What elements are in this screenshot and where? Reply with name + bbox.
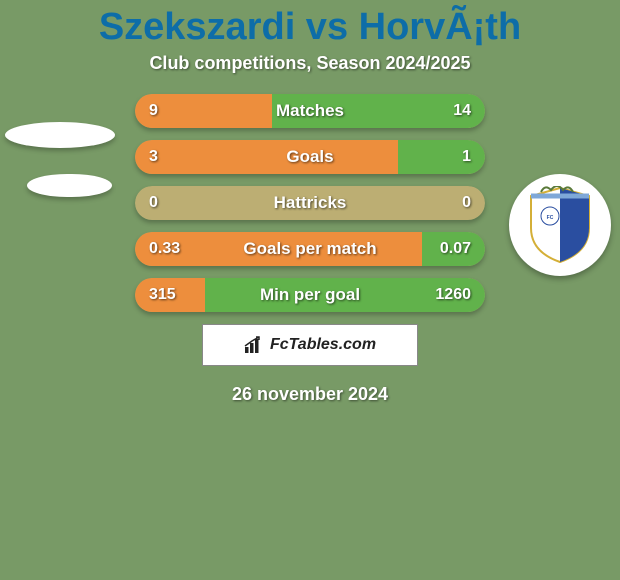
ellipse-icon (27, 174, 112, 197)
stat-row: Min per goal315 1260 (135, 278, 485, 312)
stats-area: FC Matches9 14 Goals3 1 Hattricks0 0 Goals per… (0, 94, 620, 312)
stat-value-left: 3 (149, 148, 158, 166)
stat-value-right: 1260 (435, 286, 471, 304)
stat-row: Goals per match0.33 0.07 (135, 232, 485, 266)
stat-label: Hattricks (135, 193, 485, 213)
team-right-logo: FC (505, 174, 615, 284)
stat-bars: Matches9 14 Goals3 1 Hattricks0 0 Goals per ma… (135, 94, 485, 312)
stat-row: Hattricks0 0 (135, 186, 485, 220)
team-left-logo (5, 122, 115, 232)
stat-value-right: 0 (462, 194, 471, 212)
stat-value-right: 1 (462, 148, 471, 166)
stat-label: Goals (135, 147, 485, 167)
stat-row: Matches9 14 (135, 94, 485, 128)
shield-icon: FC (527, 186, 593, 264)
bar-chart-icon (244, 336, 264, 354)
stat-value-right: 14 (453, 102, 471, 120)
svg-text:FC: FC (547, 215, 554, 221)
brand-attribution[interactable]: FcTables.com (202, 324, 418, 366)
stat-label: Matches (135, 101, 485, 121)
date-label: 26 november 2024 (0, 384, 620, 405)
club-badge: FC (509, 174, 611, 276)
brand-text: FcTables.com (270, 336, 376, 354)
subtitle: Club competitions, Season 2024/2025 (0, 53, 620, 94)
stat-row: Goals3 1 (135, 140, 485, 174)
stat-value-left: 9 (149, 102, 158, 120)
ellipse-icon (5, 122, 115, 148)
comparison-card: Szekszardi vs HorvÃ¡th Club competitions… (0, 0, 620, 580)
stat-value-left: 0 (149, 194, 158, 212)
stat-label: Min per goal (135, 285, 485, 305)
stat-value-right: 0.07 (440, 240, 471, 258)
stat-value-left: 315 (149, 286, 176, 304)
stat-label: Goals per match (135, 239, 485, 259)
stat-value-left: 0.33 (149, 240, 180, 258)
page-title: Szekszardi vs HorvÃ¡th (0, 0, 620, 53)
